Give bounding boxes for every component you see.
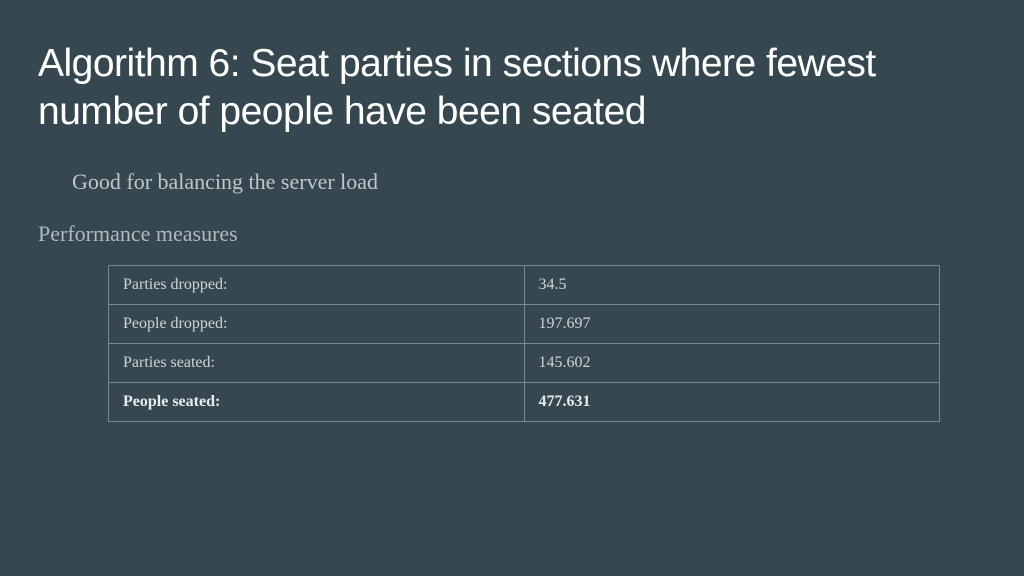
table-cell-label: Parties seated: [109, 344, 525, 383]
performance-table: Parties dropped: 34.5 People dropped: 19… [108, 265, 940, 422]
table-cell-label: People seated: [109, 383, 525, 422]
table-row: People seated: 477.631 [109, 383, 940, 422]
table-cell-label: Parties dropped: [109, 266, 525, 305]
slide-subtitle: Good for balancing the server load [72, 169, 986, 195]
table-cell-value: 477.631 [524, 383, 940, 422]
table-cell-label: People dropped: [109, 305, 525, 344]
section-label: Performance measures [38, 221, 986, 247]
table-row: Parties dropped: 34.5 [109, 266, 940, 305]
table-cell-value: 197.697 [524, 305, 940, 344]
table-cell-value: 145.602 [524, 344, 940, 383]
table-cell-value: 34.5 [524, 266, 940, 305]
slide-title: Algorithm 6: Seat parties in sections wh… [38, 40, 986, 135]
table-row: People dropped: 197.697 [109, 305, 940, 344]
table-row: Parties seated: 145.602 [109, 344, 940, 383]
